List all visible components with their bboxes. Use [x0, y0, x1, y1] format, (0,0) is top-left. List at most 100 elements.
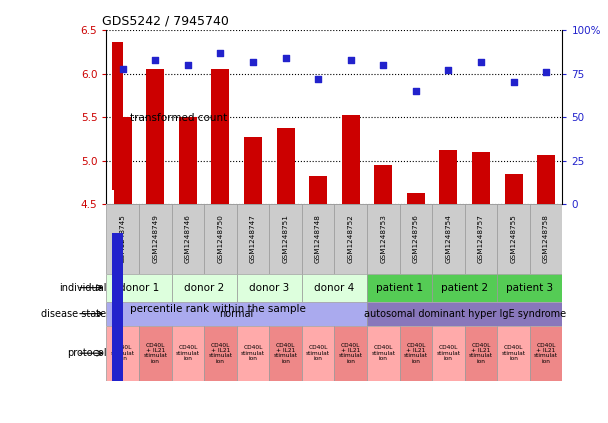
Bar — [106, 274, 171, 302]
Bar — [309, 176, 327, 204]
Text: GSM1248752: GSM1248752 — [348, 214, 354, 263]
Point — [476, 58, 486, 65]
Text: CD40L
stimulat
ion: CD40L stimulat ion — [306, 345, 330, 361]
Bar — [497, 204, 530, 274]
Point — [215, 49, 225, 56]
Bar — [237, 204, 269, 274]
Bar — [367, 274, 432, 302]
Point — [443, 67, 453, 74]
Bar — [497, 274, 562, 302]
Point — [248, 58, 258, 65]
Bar — [375, 165, 392, 204]
Text: CD40L
stimulat
ion: CD40L stimulat ion — [437, 345, 460, 361]
Bar — [302, 326, 334, 381]
Bar — [139, 326, 171, 381]
Text: GSM1248749: GSM1248749 — [152, 214, 158, 263]
Text: GSM1248745: GSM1248745 — [120, 214, 126, 263]
Point — [509, 79, 519, 86]
Bar — [237, 274, 302, 302]
Point — [150, 57, 160, 63]
Bar — [334, 204, 367, 274]
Text: CD40L
stimulat
ion: CD40L stimulat ion — [111, 345, 135, 361]
Text: GDS5242 / 7945740: GDS5242 / 7945740 — [102, 15, 229, 28]
Text: GSM1248757: GSM1248757 — [478, 214, 484, 263]
Bar — [212, 69, 229, 204]
Text: donor 2: donor 2 — [184, 283, 224, 293]
Bar — [114, 117, 132, 204]
Bar — [106, 302, 367, 326]
Text: CD40L
stimulat
ion: CD40L stimulat ion — [371, 345, 395, 361]
Text: CD40L
+ IL21
stimulat
ion: CD40L + IL21 stimulat ion — [209, 343, 232, 364]
Text: percentile rank within the sample: percentile rank within the sample — [130, 304, 305, 314]
Text: normal: normal — [219, 309, 254, 319]
Bar — [302, 204, 334, 274]
Bar — [530, 326, 562, 381]
Point — [281, 55, 291, 62]
Text: CD40L
stimulat
ion: CD40L stimulat ion — [176, 345, 200, 361]
Text: autosomal dominant hyper IgE syndrome: autosomal dominant hyper IgE syndrome — [364, 309, 566, 319]
Bar — [112, 42, 123, 190]
Bar — [407, 193, 425, 204]
Text: CD40L
+ IL21
stimulat
ion: CD40L + IL21 stimulat ion — [143, 343, 167, 364]
Bar — [106, 326, 139, 381]
Text: GSM1248753: GSM1248753 — [380, 214, 386, 263]
Text: GSM1248748: GSM1248748 — [315, 214, 321, 263]
Text: CD40L
+ IL21
stimulat
ion: CD40L + IL21 stimulat ion — [274, 343, 297, 364]
Bar — [269, 326, 302, 381]
Bar — [367, 204, 399, 274]
Text: disease state: disease state — [41, 309, 106, 319]
Bar — [342, 115, 360, 204]
Text: CD40L
+ IL21
stimulat
ion: CD40L + IL21 stimulat ion — [469, 343, 493, 364]
Bar — [530, 204, 562, 274]
Text: individual: individual — [59, 283, 106, 293]
Text: protocol: protocol — [67, 348, 106, 358]
Bar — [106, 204, 139, 274]
Text: GSM1248758: GSM1248758 — [543, 214, 549, 263]
Bar — [465, 326, 497, 381]
Bar — [204, 326, 237, 381]
Bar — [171, 326, 204, 381]
Text: CD40L
stimulat
ion: CD40L stimulat ion — [502, 345, 525, 361]
Bar — [440, 150, 457, 204]
Text: CD40L
+ IL21
stimulat
ion: CD40L + IL21 stimulat ion — [339, 343, 363, 364]
Bar — [302, 274, 367, 302]
Point — [313, 76, 323, 82]
Bar — [277, 128, 294, 204]
Bar — [171, 274, 237, 302]
Bar — [472, 152, 490, 204]
Bar — [139, 204, 171, 274]
Bar — [237, 326, 269, 381]
Bar — [367, 326, 399, 381]
Bar — [399, 204, 432, 274]
Bar — [244, 137, 262, 204]
Bar — [497, 326, 530, 381]
Text: donor 4: donor 4 — [314, 283, 354, 293]
Text: GSM1248747: GSM1248747 — [250, 214, 256, 263]
Bar — [269, 204, 302, 274]
Text: CD40L
stimulat
ion: CD40L stimulat ion — [241, 345, 265, 361]
Bar — [171, 204, 204, 274]
Text: patient 2: patient 2 — [441, 283, 488, 293]
Text: donor 3: donor 3 — [249, 283, 289, 293]
Bar — [399, 326, 432, 381]
Bar — [465, 204, 497, 274]
Point — [541, 69, 551, 75]
Point — [118, 65, 128, 72]
Bar — [147, 69, 164, 204]
Text: GSM1248756: GSM1248756 — [413, 214, 419, 263]
Point — [411, 88, 421, 95]
Bar — [505, 173, 522, 204]
Bar — [367, 302, 562, 326]
Text: GSM1248750: GSM1248750 — [218, 214, 223, 263]
Text: GSM1248746: GSM1248746 — [185, 214, 191, 263]
Bar — [179, 117, 197, 204]
Point — [378, 62, 388, 69]
Point — [346, 57, 356, 63]
Point — [183, 62, 193, 69]
Text: GSM1248751: GSM1248751 — [283, 214, 289, 263]
Text: CD40L
+ IL21
stimulat
ion: CD40L + IL21 stimulat ion — [404, 343, 428, 364]
Bar — [537, 155, 555, 204]
Bar — [432, 274, 497, 302]
Text: patient 3: patient 3 — [506, 283, 553, 293]
Text: CD40L
+ IL21
stimulat
ion: CD40L + IL21 stimulat ion — [534, 343, 558, 364]
